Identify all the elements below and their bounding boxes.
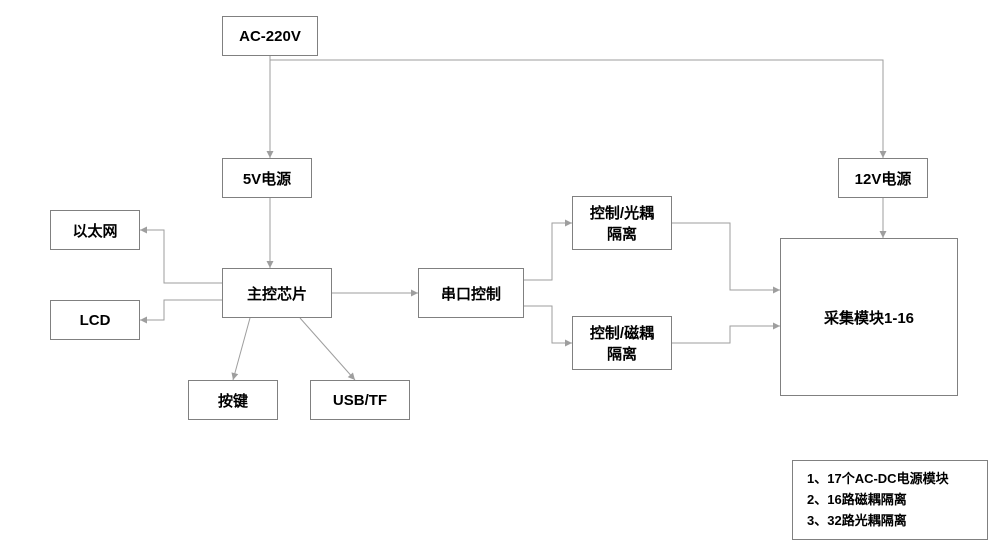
node-lcd: LCD bbox=[50, 300, 140, 340]
node-psu5v: 5V电源 bbox=[222, 158, 312, 198]
node-usbtf: USB/TF bbox=[310, 380, 410, 420]
node-mag: 控制/磁耦 隔离 bbox=[572, 316, 672, 370]
legend-line: 1、17个AC-DC电源模块 bbox=[807, 469, 973, 490]
legend-box: 1、17个AC-DC电源模块2、16路磁耦隔离3、32路光耦隔离 bbox=[792, 460, 988, 540]
node-ethernet: 以太网 bbox=[50, 210, 140, 250]
node-psu12v: 12V电源 bbox=[838, 158, 928, 198]
node-mcu: 主控芯片 bbox=[222, 268, 332, 318]
legend-line: 2、16路磁耦隔离 bbox=[807, 490, 973, 511]
node-acq: 采集模块1-16 bbox=[780, 238, 958, 396]
node-keys: 按键 bbox=[188, 380, 278, 420]
legend-line: 3、32路光耦隔离 bbox=[807, 511, 973, 532]
node-opto: 控制/光耦 隔离 bbox=[572, 196, 672, 250]
node-ac220v: AC-220V bbox=[222, 16, 318, 56]
node-uart: 串口控制 bbox=[418, 268, 524, 318]
